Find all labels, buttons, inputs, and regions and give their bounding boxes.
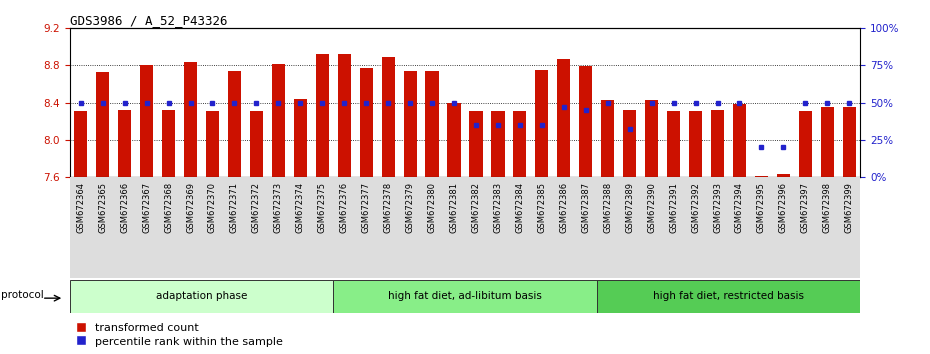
Text: GSM672373: GSM672373	[273, 182, 283, 233]
Text: GSM672379: GSM672379	[405, 182, 415, 233]
Text: GSM672381: GSM672381	[449, 182, 458, 233]
Bar	[777, 174, 790, 177]
Text: GSM672397: GSM672397	[801, 182, 810, 233]
Bar	[557, 59, 570, 177]
Text: high fat diet, restricted basis: high fat diet, restricted basis	[653, 291, 804, 302]
Bar	[74, 111, 87, 177]
Text: high fat diet, ad-libitum basis: high fat diet, ad-libitum basis	[388, 291, 542, 302]
Text: protocol: protocol	[1, 290, 44, 300]
Bar	[667, 111, 680, 177]
Text: GDS3986 / A_52_P43326: GDS3986 / A_52_P43326	[70, 14, 227, 27]
Bar	[333, 280, 597, 313]
Bar	[843, 107, 856, 177]
Text: GSM672392: GSM672392	[691, 182, 700, 233]
Bar	[711, 110, 724, 177]
Bar	[623, 110, 636, 177]
Text: GSM672370: GSM672370	[208, 182, 217, 233]
Bar	[425, 71, 439, 177]
Text: GSM672388: GSM672388	[604, 182, 612, 233]
Bar	[597, 280, 860, 313]
Bar	[96, 72, 109, 177]
Text: GSM672383: GSM672383	[494, 182, 502, 233]
Bar	[228, 71, 241, 177]
Bar	[206, 111, 219, 177]
Text: GSM672377: GSM672377	[362, 182, 371, 233]
Bar	[250, 111, 263, 177]
Text: GSM672399: GSM672399	[844, 182, 854, 233]
Text: GSM672390: GSM672390	[647, 182, 657, 233]
Text: adaptation phase: adaptation phase	[156, 291, 247, 302]
Text: GSM672378: GSM672378	[384, 182, 392, 233]
Text: GSM672375: GSM672375	[318, 182, 326, 233]
Bar	[70, 280, 333, 313]
Bar	[118, 110, 131, 177]
Text: GSM672395: GSM672395	[757, 182, 766, 233]
Text: GSM672391: GSM672391	[669, 182, 678, 233]
Text: GSM672364: GSM672364	[76, 182, 86, 233]
Bar	[360, 68, 373, 177]
Text: GSM672368: GSM672368	[164, 182, 173, 233]
Bar	[645, 100, 658, 177]
Text: GSM672387: GSM672387	[581, 182, 591, 233]
Bar	[470, 111, 483, 177]
Text: GSM672386: GSM672386	[559, 182, 568, 233]
Bar	[689, 111, 702, 177]
Text: GSM672366: GSM672366	[120, 182, 129, 233]
Bar	[513, 111, 526, 177]
Text: GSM672394: GSM672394	[735, 182, 744, 233]
Bar	[601, 100, 615, 177]
Text: GSM672367: GSM672367	[142, 182, 151, 233]
Bar	[381, 57, 394, 177]
Bar	[272, 64, 285, 177]
Bar	[579, 67, 592, 177]
Bar	[733, 104, 746, 177]
Bar	[755, 176, 768, 177]
Bar	[404, 71, 417, 177]
Bar	[820, 107, 834, 177]
Bar	[184, 62, 197, 177]
Bar	[140, 65, 153, 177]
Text: GSM672382: GSM672382	[472, 182, 481, 233]
Text: GSM672385: GSM672385	[538, 182, 546, 233]
Text: GSM672384: GSM672384	[515, 182, 525, 233]
Bar	[491, 111, 504, 177]
Text: GSM672376: GSM672376	[339, 182, 349, 233]
Bar	[447, 103, 460, 177]
Legend: transformed count, percentile rank within the sample: transformed count, percentile rank withi…	[75, 322, 283, 347]
Bar	[294, 99, 307, 177]
Text: GSM672374: GSM672374	[296, 182, 305, 233]
Bar	[338, 55, 351, 177]
Text: GSM672365: GSM672365	[99, 182, 107, 233]
Text: GSM672389: GSM672389	[625, 182, 634, 233]
Text: GSM672396: GSM672396	[779, 182, 788, 233]
Text: GSM672372: GSM672372	[252, 182, 261, 233]
Text: GSM672369: GSM672369	[186, 182, 195, 233]
Text: GSM672398: GSM672398	[823, 182, 831, 233]
Bar	[799, 111, 812, 177]
Bar	[315, 55, 329, 177]
Bar	[162, 110, 175, 177]
Text: GSM672371: GSM672371	[230, 182, 239, 233]
Text: GSM672393: GSM672393	[713, 182, 722, 233]
Text: GSM672380: GSM672380	[428, 182, 436, 233]
Bar	[536, 70, 549, 177]
